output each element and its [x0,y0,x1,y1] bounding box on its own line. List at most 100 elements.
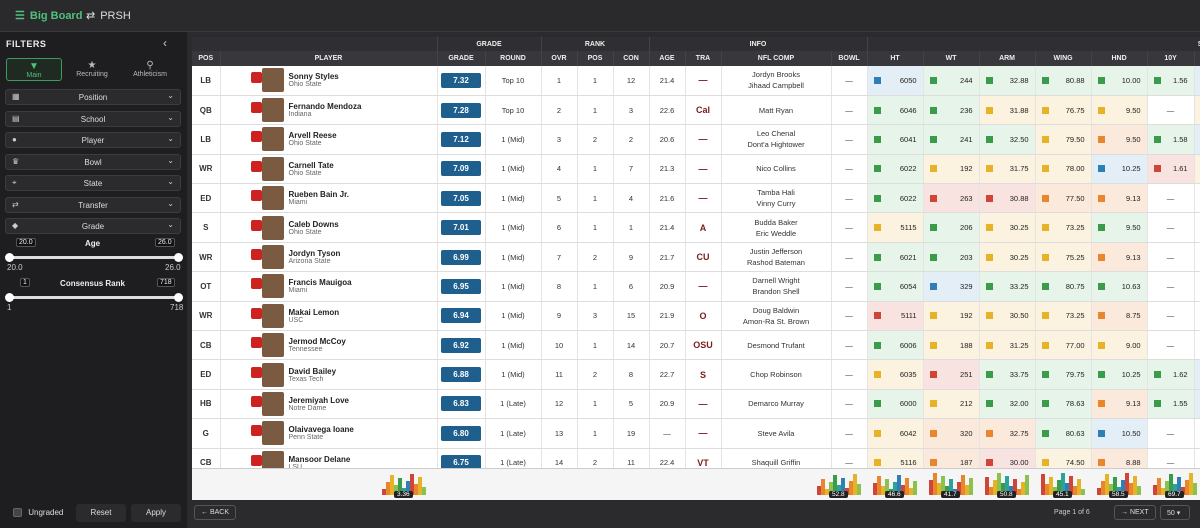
col-header[interactable]: ARM [979,51,1036,66]
age-slider[interactable] [5,253,183,262]
age-max-value[interactable]: 26.0 [155,238,175,247]
col-header[interactable]: WT [923,51,980,66]
tab-main[interactable]: ▼ Main [6,58,62,81]
ht-value: 6022 [899,164,917,174]
player-cell[interactable]: Caleb Downs Ohio State [220,212,438,243]
wing-cell: 73.25 [1035,301,1092,332]
filter-transfer[interactable]: ⇄ Transfer ⌄ [5,196,181,213]
player-cell[interactable]: Jermod McCoy Tennessee [220,330,438,361]
player-cell[interactable]: Jordyn Tyson Arizona State [220,242,438,273]
player-cell[interactable]: Francis Mauigoa Miami [220,271,438,302]
col-header[interactable]: CON [613,51,650,66]
col-header[interactable]: POS [577,51,614,66]
col-header[interactable]: 40Y [1194,51,1200,66]
table-row[interactable]: G Olaivavega Ioane Penn State 6.80 1 (Late) 1… [192,418,1200,449]
player-cell[interactable]: Makai Lemon USC [220,301,438,332]
tab-athleticism[interactable]: ⚲ Athleticism [122,58,178,81]
rank-min-handle[interactable] [5,293,14,302]
table-row[interactable]: OT Francis Mauigoa Miami 6.95 1 (Mid) 8 1 6 20.9… [192,271,1200,302]
col-header[interactable]: 10Y [1147,51,1195,66]
player-cell[interactable]: Olaivavega Ioane Penn State [220,418,438,449]
apply-button[interactable]: Apply [131,504,181,522]
player-cell[interactable]: David Bailey Texas Tech [220,359,438,390]
table-row[interactable]: QB Fernando Mendoza Indiana 7.28 Top 10 2 1 3 22… [192,95,1200,126]
player-name[interactable]: Francis Mauigoa [288,278,352,288]
sidebar-actions: Ungraded Reset Apply [0,502,185,528]
col-header[interactable]: GRADE [437,51,486,66]
rank-max-value[interactable]: 718 [157,278,175,287]
tab-recruiting[interactable]: ★ Recruiting [64,58,120,81]
player-cell[interactable]: Rueben Bain Jr. Miami [220,183,438,214]
player-name[interactable]: Jermod McCoy [288,337,346,347]
col-header[interactable]: PLAYER [220,51,438,66]
col-header[interactable]: NFL COMP [721,51,832,66]
player-name[interactable]: Carnell Tate [288,160,334,170]
table-row[interactable]: LB Sonny Styles Ohio State 7.32 Top 10 1 1 12 21… [192,66,1200,96]
col-header[interactable]: AGE [649,51,686,66]
histogram-bar [989,487,993,495]
collapse-icon[interactable]: ‹ [163,36,167,50]
per-page-select[interactable]: 50 ▾ [1160,505,1190,520]
filter-player[interactable]: ● Player ⌄ [5,132,181,148]
player-name[interactable]: Arvell Reese [288,131,337,141]
age-max-handle[interactable] [174,253,183,262]
col-header[interactable]: POS [192,51,221,66]
ungraded-checkbox[interactable] [13,508,22,518]
player-name[interactable]: Makai Lemon [288,307,340,317]
table-row[interactable]: LB Arvell Reese Ohio State 7.12 1 (Mid) 3 2 2 20… [192,124,1200,155]
rank-slider[interactable] [5,293,183,302]
player-name[interactable]: Jordyn Tyson [288,249,341,259]
col-header[interactable]: OVR [541,51,578,66]
col-header[interactable]: HND [1091,51,1148,66]
filter-school[interactable]: ▤ School ⌄ [5,110,181,127]
player-cell[interactable]: Sonny Styles Ohio State [220,66,438,96]
prsh-tab[interactable]: ⇄ PRSH [86,9,131,23]
table-row[interactable]: ED Rueben Bain Jr. Miami 7.05 1 (Mid) 5 1 4 21.6… [192,183,1200,214]
player-name[interactable]: Fernando Mendoza [288,102,362,112]
table-row[interactable]: S Caleb Downs Ohio State 7.01 1 (Mid) 6 1 1 21.4… [192,212,1200,243]
col-header[interactable]: WING [1035,51,1092,66]
player-name[interactable]: David Bailey [288,366,337,376]
ungraded-toggle[interactable]: Ungraded [5,504,70,522]
ovr-cell: 13 [541,418,578,449]
age-min-handle[interactable] [5,253,14,262]
filter-bowl[interactable]: ♛ Bowl ⌄ [5,153,181,170]
percentile-marker [929,371,937,379]
table-row[interactable]: WR Carnell Tate Ohio State 7.09 1 (Mid) 4 1 7 21… [192,154,1200,185]
table-row[interactable]: WR Jordyn Tyson Arizona State 6.99 1 (Mid) 7 2… [192,242,1200,273]
age-min-value[interactable]: 20.0 [16,238,36,247]
filter-grade[interactable]: ◆ Grade ⌄ [5,218,181,234]
rpos-cell: 1 [577,418,614,449]
player-name[interactable]: Jeremiyah Love [288,395,349,405]
player-name[interactable]: Rueben Bain Jr. [288,190,349,200]
player-name[interactable]: Mansoor Delane [288,454,351,464]
nfl-comp: Tamba Hali [757,188,795,198]
col-header[interactable]: BOWL [831,51,868,66]
rank-max-handle[interactable] [174,293,183,302]
filter-state[interactable]: ⌖ State ⌄ [5,175,181,191]
filter-label: State [83,179,103,188]
col-header[interactable]: ROUND [485,51,542,66]
player-cell[interactable]: Arvell Reese Ohio State [220,124,438,155]
histogram-bar [825,489,829,495]
player-cell[interactable]: Fernando Mendoza Indiana [220,95,438,126]
col-header[interactable]: HT [867,51,924,66]
table-row[interactable]: ED David Bailey Texas Tech 6.88 1 (Mid) 11 2 8 2… [192,359,1200,390]
big-board-tab[interactable]: ☰ Big Board [15,9,82,23]
con-cell: 15 [613,301,650,332]
back-button[interactable]: ← BACK [194,505,237,520]
player-name[interactable]: Sonny Styles [288,72,339,82]
percentile-marker [873,76,881,84]
table-row[interactable]: CB Jermod McCoy Tennessee 6.92 1 (Mid) 10 1 14 2… [192,330,1200,361]
next-button[interactable]: → NEXT [1114,505,1156,520]
reset-button[interactable]: Reset [76,504,126,522]
player-name[interactable]: Olaivavega Ioane [288,425,354,435]
filter-position[interactable]: ▦ Position ⌄ [5,89,181,105]
player-cell[interactable]: Carnell Tate Ohio State [220,154,438,185]
col-header[interactable]: TRA [685,51,722,66]
table-row[interactable]: HB Jeremiyah Love Notre Dame 6.83 1 (Late) 12… [192,389,1200,420]
player-name[interactable]: Caleb Downs [288,219,339,229]
rank-min-value[interactable]: 1 [20,278,30,287]
table-row[interactable]: WR Makai Lemon USC 6.94 1 (Mid) 9 3 15 21.9 O Doug… [192,301,1200,332]
player-cell[interactable]: Jeremiyah Love Notre Dame [220,389,438,420]
